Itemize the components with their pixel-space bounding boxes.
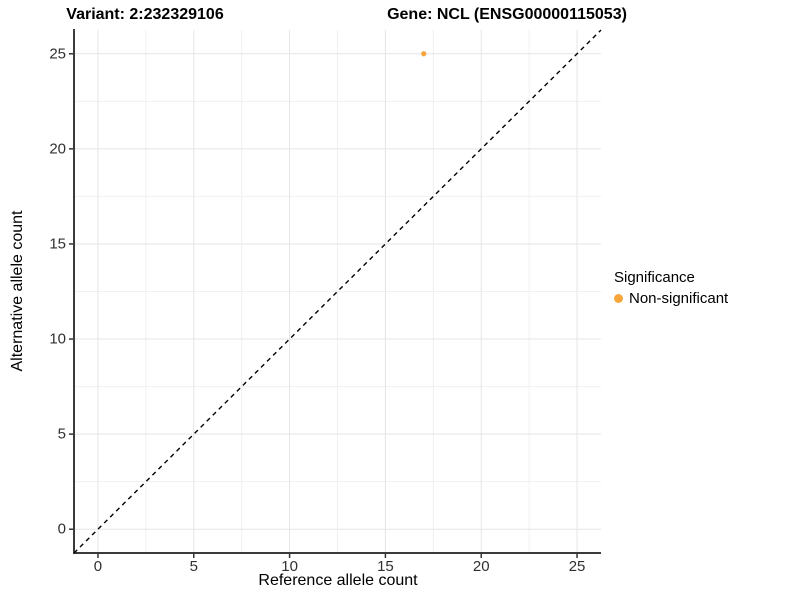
gene-title: Gene: NCL (ENSG00000115053) <box>387 6 627 23</box>
legend-title: Significance <box>614 269 695 286</box>
data-point <box>421 51 427 57</box>
legend: Significance Non-significant <box>614 269 728 307</box>
y-tick-label: 15 <box>49 235 66 253</box>
y-tick-label: 10 <box>49 330 66 348</box>
x-tick-label: 15 <box>377 558 394 575</box>
y-tick-label: 25 <box>49 45 66 63</box>
legend-entry-label: Non-significant <box>629 290 729 307</box>
plot-panel <box>69 29 602 558</box>
x-tick-label: 0 <box>93 558 103 575</box>
x-tick-label: 10 <box>281 558 298 575</box>
plot-area <box>69 29 602 558</box>
x-tick-label: 20 <box>472 558 490 575</box>
y-tick-label: 20 <box>49 140 66 158</box>
legend-point-icon <box>614 294 623 303</box>
x-tick-label: 5 <box>189 558 198 575</box>
y-axis-title: Alternative allele count <box>9 210 26 372</box>
y-tick-label: 5 <box>57 425 66 443</box>
legend-entry: Non-significant <box>614 290 728 307</box>
y-tick-label: 0 <box>57 520 66 538</box>
x-axis-title: Reference allele count <box>258 572 418 589</box>
x-tick-label: 25 <box>568 558 586 575</box>
variant-title: Variant: 2:232329106 <box>66 6 224 23</box>
